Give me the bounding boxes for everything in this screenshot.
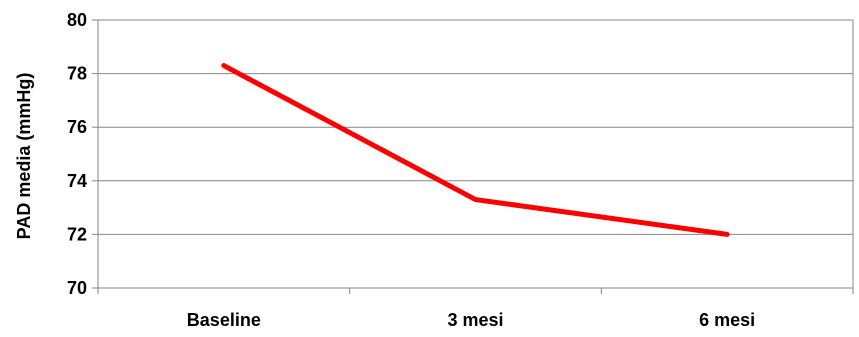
y-tick-label: 70	[67, 278, 87, 298]
series-line	[221, 63, 730, 237]
y-tick-label: 76	[67, 117, 87, 137]
y-tick-label: 78	[67, 64, 87, 84]
series-lines	[221, 63, 730, 237]
y-tick-labels: 70 72 74 76 78 80	[67, 10, 87, 298]
y-tick-label: 80	[67, 10, 87, 30]
y-tick-label: 72	[67, 224, 87, 244]
axes	[92, 19, 854, 294]
x-tick-label: 3 mesi	[447, 310, 503, 330]
y-axis-title: PAD media (mmHg)	[14, 73, 34, 240]
x-tick-label: Baseline	[187, 310, 261, 330]
x-tick-labels: Baseline 3 mesi 6 mesi	[187, 310, 755, 330]
gridlines	[98, 19, 853, 289]
y-tick-label: 74	[67, 171, 87, 191]
x-tick-label: 6 mesi	[699, 310, 755, 330]
